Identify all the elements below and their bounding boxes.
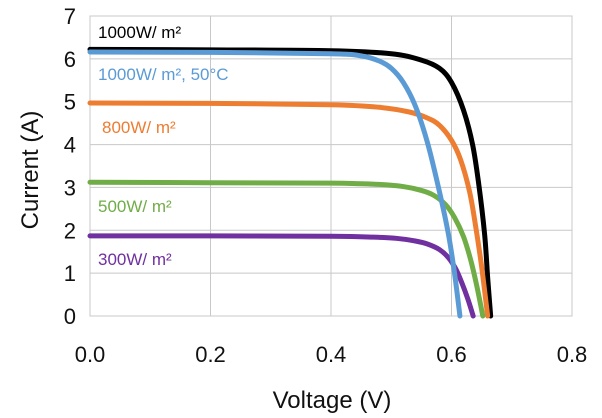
series-label-4: 300W/ m² [98, 250, 172, 269]
y-tick-label: 6 [64, 47, 76, 72]
x-axis-title: Voltage (V) [273, 387, 392, 414]
y-tick-label: 5 [64, 90, 76, 115]
x-tick-label: 0.4 [316, 342, 347, 367]
series-line-1 [87, 49, 463, 319]
series-line-0 [87, 46, 494, 319]
grid-layer [89, 15, 573, 317]
series-label-2: 800W/ m² [102, 118, 176, 137]
series-line-4 [87, 233, 476, 319]
y-tick-label: 3 [64, 175, 76, 200]
y-tick-label: 7 [64, 4, 76, 29]
series-line-3 [87, 179, 486, 319]
y-axis-title: Current (A) [17, 111, 44, 230]
x-tick-label: 0.0 [75, 342, 106, 367]
y-tick-label: 0 [64, 304, 76, 329]
y-tick-label: 4 [64, 133, 76, 158]
x-tick-label: 0.6 [436, 342, 467, 367]
series-label-1: 1000W/ m², 50°C [98, 65, 229, 84]
axis-layer: 0 1 2 3 4 5 6 7 0.0 0.2 0.4 0.6 0.8 [64, 4, 588, 367]
label-layer: 1000W/ m² 1000W/ m², 50°C 800W/ m² 500W/ m²… [98, 23, 229, 269]
series-label-3: 500W/ m² [98, 197, 172, 216]
plot-frame [89, 15, 573, 317]
x-tick-label: 0.8 [557, 342, 588, 367]
x-tick-label: 0.2 [195, 342, 226, 367]
y-tick-label: 1 [64, 261, 76, 286]
series-label-0: 1000W/ m² [98, 23, 181, 42]
y-tick-label: 2 [64, 218, 76, 243]
series-layer [87, 46, 494, 319]
series-line-2 [87, 100, 491, 319]
